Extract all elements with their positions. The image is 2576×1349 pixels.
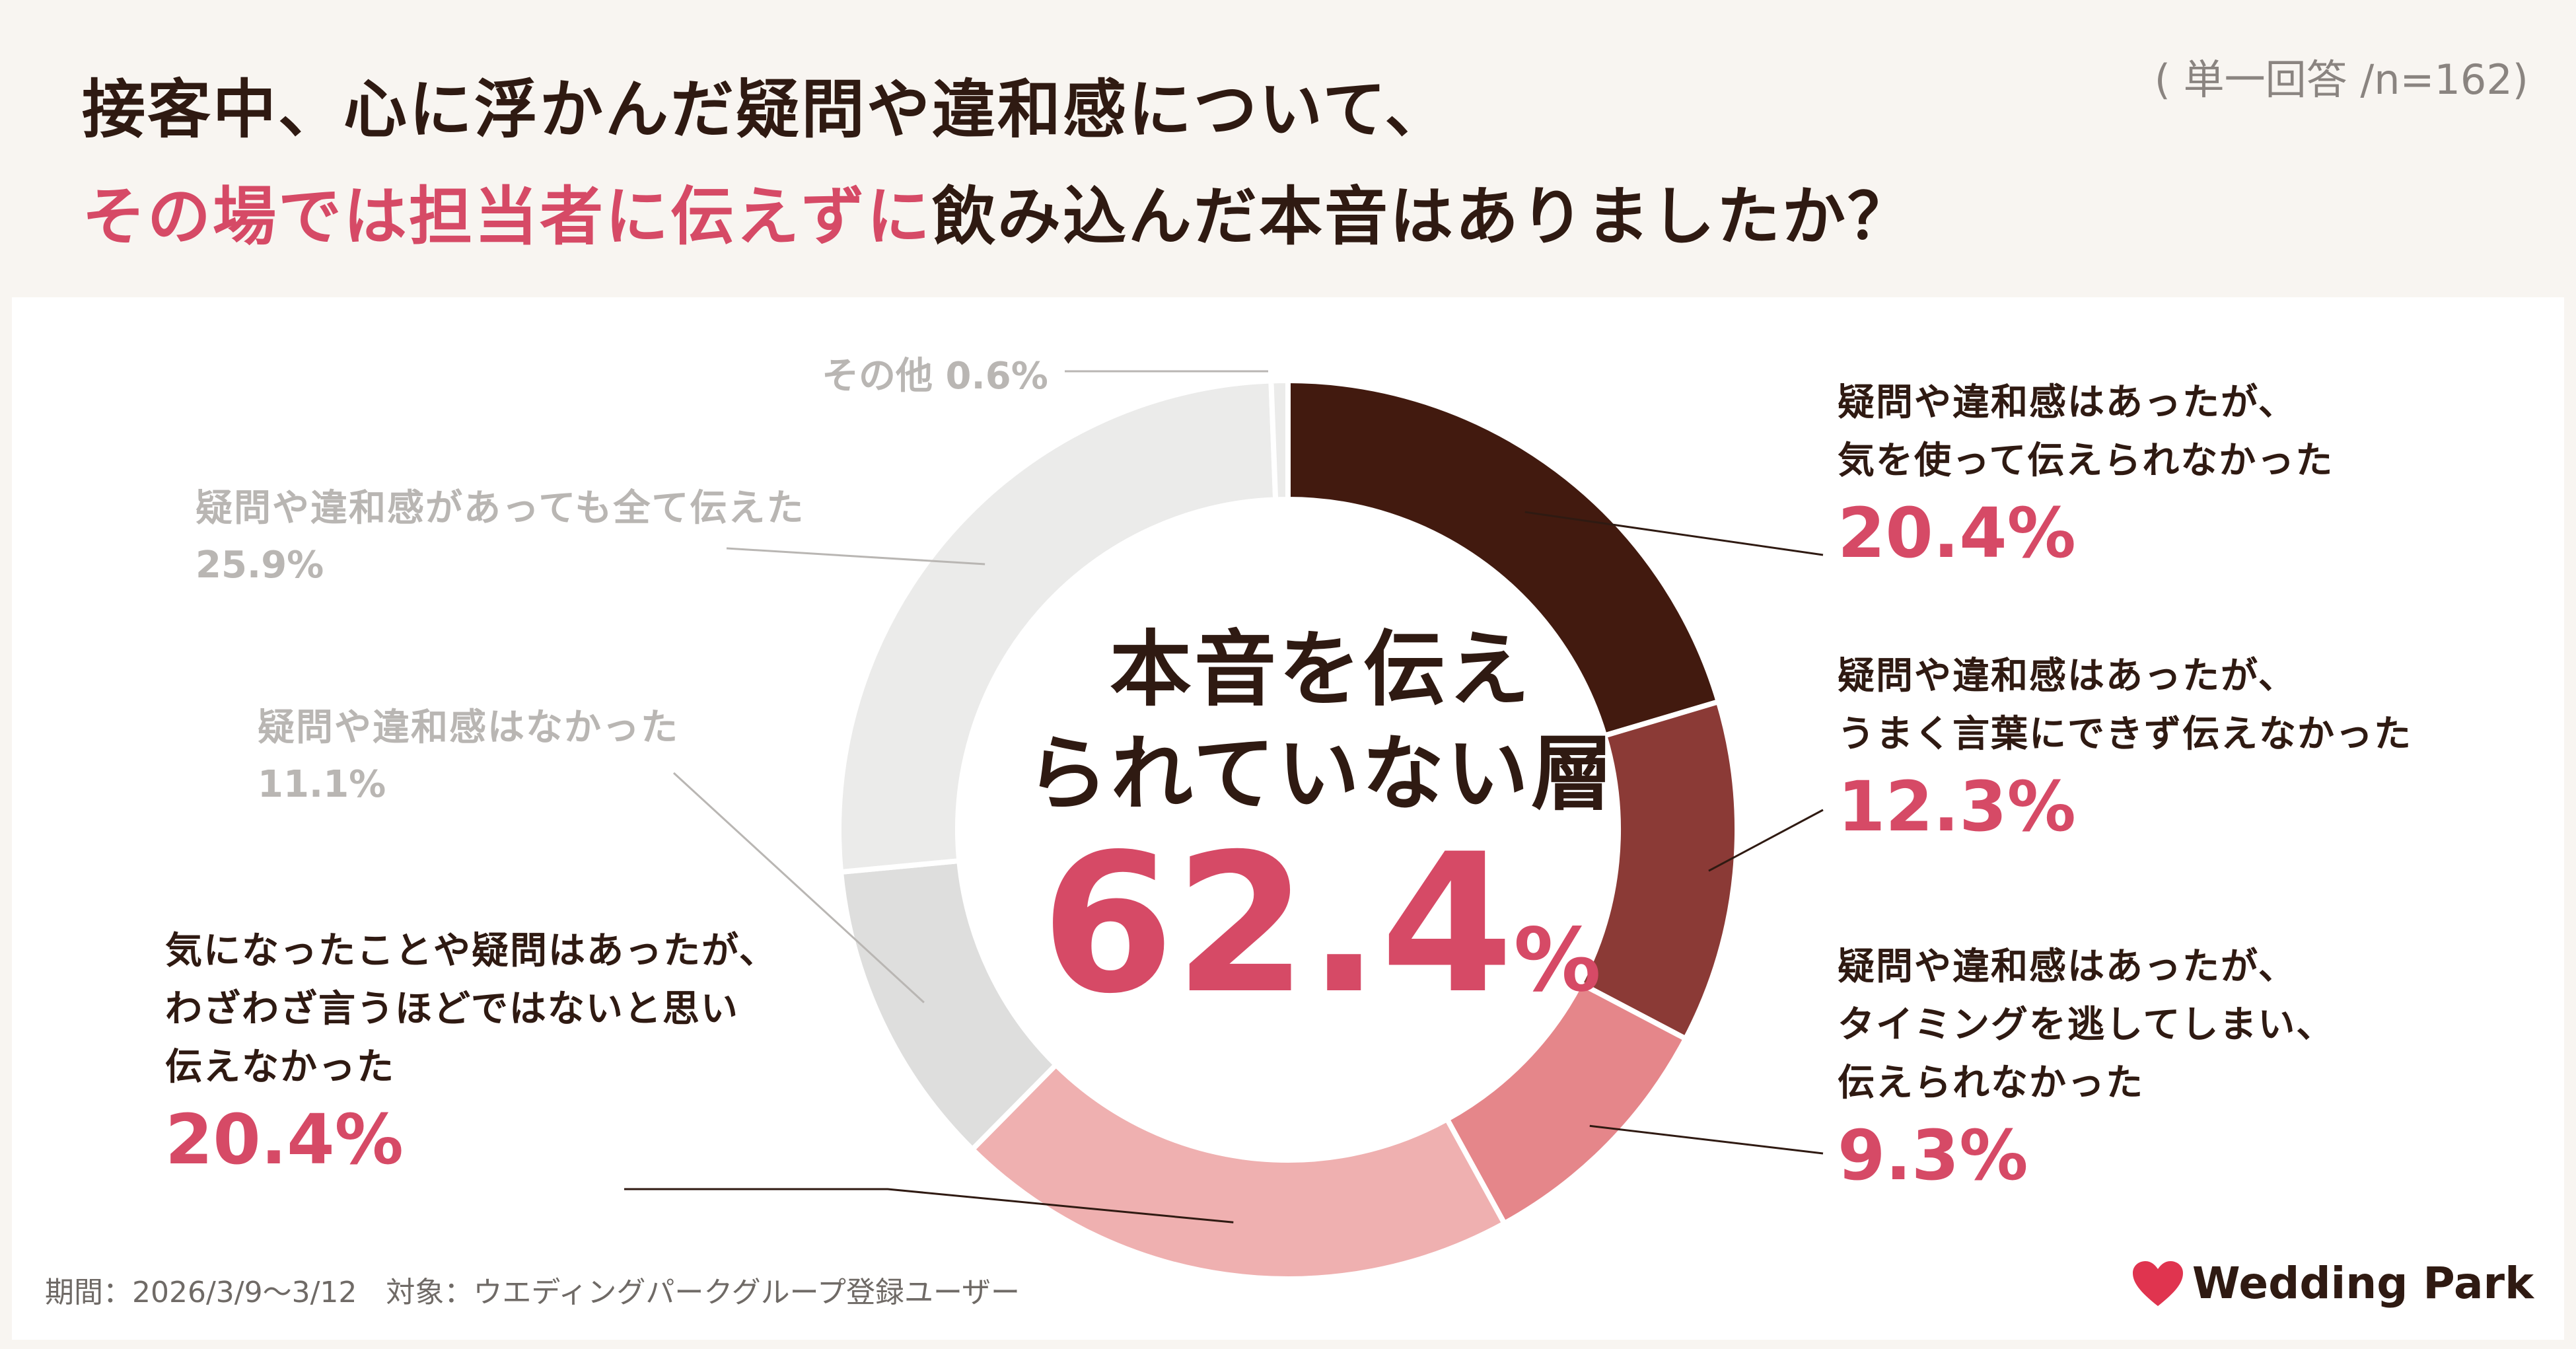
title-line1: 接客中、心に浮かんだ疑問や違和感について、 [82,73,1450,147]
slice-label-6: その他 0.6% [822,346,1048,400]
slice-5-value: 25.9% [196,544,324,587]
leader-line-4 [672,772,925,1003]
center-text-line1: 本音を伝え [1109,622,1532,717]
donut-slice-3 [968,1061,1509,1282]
slice-label-3: 気になったことや疑問はあったが、 わざわざ言うほどではないと思い 伝えなかった … [165,922,777,1183]
leader-line-5 [726,547,985,565]
title-line2: その場では担当者に伝えずに飲み込んだ本音はありましたか？ [82,165,1913,257]
leader-line-0 [1524,511,1824,556]
slice-3-text-3: 伝えなかった [165,1046,395,1089]
slice-2-value: 9.3% [1838,1115,2028,1196]
slice-0-value: 20.4% [1838,493,2076,573]
donut-slice-0 [1285,377,1722,739]
slice-6-text: その他 [822,355,933,398]
slice-6-value: 0.6% [945,355,1048,398]
slice-3-text-2: わざわざ言うほどではないと思い [165,988,739,1031]
center-unit: % [1513,910,1601,1011]
slice-2-text-1: 疑問や違和感はあったが、 [1838,945,2297,988]
slice-label-1: 疑問や違和感はあったが、 うまく言葉にできず伝えなかった 12.3% [1838,647,2412,850]
slice-label-2: 疑問や違和感はあったが、 タイミングを逃してしまい、 伝えられなかった 9.3% [1838,938,2334,1198]
title-rest: 飲み込んだ本音はありましたか？ [932,180,1913,254]
title-highlight: その場では担当者に伝えずに [82,180,932,254]
slice-0-text-2: 気を使って伝えられなかった [1838,439,2334,482]
leader-line-3 [624,1188,1234,1223]
slice-5-text-1: 疑問や違和感があっても全て伝えた [196,487,805,530]
footer-note: 期間：2026/3/9〜3/12 対象：ウエディングパークグループ登録ユーザー [45,1276,1020,1309]
slice-4-value: 11.1% [258,763,386,806]
slice-label-5: 疑問や違和感があっても全て伝えた 25.9% [196,480,805,593]
slice-3-text-1: 気になったことや疑問はあったが、 [165,930,777,972]
logo: Wedding Park [2131,1258,2534,1309]
donut-slice-5 [836,378,1279,875]
leader-line-2 [1589,1124,1824,1155]
slice-2-text-3: 伝えられなかった [1838,1062,2144,1105]
center-percent: 62.4% [912,826,1731,1060]
logo-text: Wedding Park [2192,1258,2534,1309]
sample-note: ( 単一回答 /n=162) [2154,55,2528,104]
slice-label-4: 疑問や違和感はなかった 11.1% [258,699,679,813]
slice-1-text-1: 疑問や違和感はあったが、 [1838,655,2297,698]
slice-4-text-1: 疑問や違和感はなかった [258,706,679,749]
heart-icon [2132,1260,2183,1306]
slice-1-value: 12.3% [1838,766,2076,847]
donut-slice-6 [1268,377,1291,503]
center-text-line2: られていない層 [1026,727,1616,822]
slice-3-value: 20.4% [165,1099,404,1180]
leader-line-1 [1708,809,1824,872]
slice-label-0: 疑問や違和感はあったが、 気を使って伝えられなかった 20.4% [1838,374,2334,576]
center-value: 62.4 [1041,813,1514,1036]
slice-2-text-2: タイミングを逃してしまい、 [1838,1003,2335,1046]
slice-0-text-1: 疑問や違和感はあったが、 [1838,381,2297,424]
slice-1-text-2: うまく言葉にできず伝えなかった [1838,713,2412,756]
